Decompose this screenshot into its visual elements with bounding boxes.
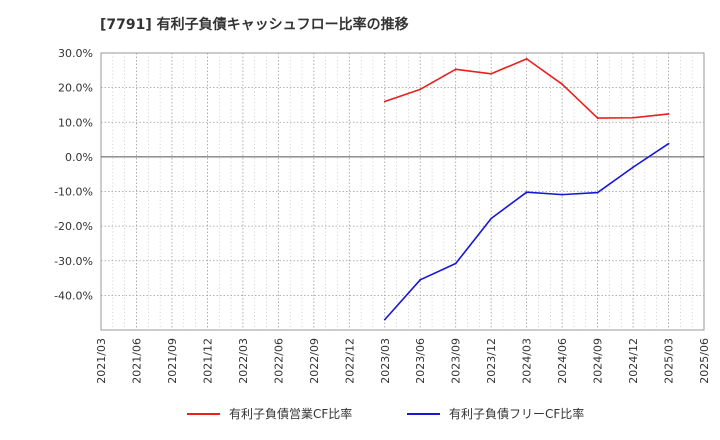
y-tick-label: -20.0% xyxy=(54,220,93,233)
x-tick-label: 2023/06 xyxy=(414,338,427,384)
y-tick-label: -40.0% xyxy=(54,289,93,302)
data-point xyxy=(596,191,599,194)
data-point xyxy=(667,113,670,115)
data-point xyxy=(419,278,422,281)
legend-label-2: 有利子負債フリーCF比率 xyxy=(449,406,584,421)
x-tick-label: 2025/03 xyxy=(663,338,676,384)
x-tick-label: 2023/12 xyxy=(485,338,498,384)
y-tick-label: 20.0% xyxy=(58,82,93,95)
data-point xyxy=(454,68,457,71)
y-tick-label: -30.0% xyxy=(54,255,93,268)
x-tick-label: 2024/09 xyxy=(592,338,605,384)
data-point xyxy=(419,88,422,91)
data-point xyxy=(490,217,493,220)
data-point xyxy=(667,142,670,145)
data-point xyxy=(561,83,564,86)
data-point xyxy=(490,72,493,75)
data-point xyxy=(454,262,457,265)
x-tick-label: 2022/06 xyxy=(272,338,285,384)
x-tick-label: 2021/09 xyxy=(166,338,179,384)
x-tick-label: 2022/09 xyxy=(308,338,321,384)
data-point xyxy=(525,57,528,60)
data-point xyxy=(632,116,634,119)
x-tick-label: 2025/06 xyxy=(698,338,711,384)
x-tick-label: 2024/06 xyxy=(556,338,569,384)
y-tick-label: 10.0% xyxy=(58,116,93,129)
x-tick-label: 2024/12 xyxy=(627,338,640,384)
x-tick-label: 2023/03 xyxy=(379,338,392,384)
data-point xyxy=(561,193,564,196)
series-layer xyxy=(383,57,670,321)
legend-label-1: 有利子負債営業CF比率 xyxy=(229,406,352,421)
data-point xyxy=(632,166,634,169)
x-tick-label: 2023/09 xyxy=(450,338,463,384)
x-tick-label: 2021/03 xyxy=(95,338,108,384)
data-point xyxy=(383,318,386,321)
y-tick-label: 30.0% xyxy=(58,47,93,60)
data-point xyxy=(383,100,386,103)
y-tick-label: 0.0% xyxy=(65,151,93,164)
x-tick-label: 2022/03 xyxy=(237,338,250,384)
data-point xyxy=(596,117,599,119)
data-point xyxy=(525,191,528,194)
y-tick-label: -10.0% xyxy=(54,186,93,199)
grid-layer xyxy=(100,52,705,331)
legend: 有利子負債営業CF比率 有利子負債フリーCF比率 xyxy=(187,406,584,421)
x-tick-label: 2022/12 xyxy=(343,338,356,384)
axes-layer: 30.0% 20.0% 10.0% 0.0% -10.0% -20.0% -30.0% -40… xyxy=(54,47,711,384)
x-tick-label: 2024/03 xyxy=(521,338,534,384)
x-tick-label: 2021/06 xyxy=(130,338,143,384)
chart-title: [7791] 有利子負債キャッシュフロー比率の推移 xyxy=(100,17,409,33)
x-tick-label: 2021/12 xyxy=(201,338,214,384)
